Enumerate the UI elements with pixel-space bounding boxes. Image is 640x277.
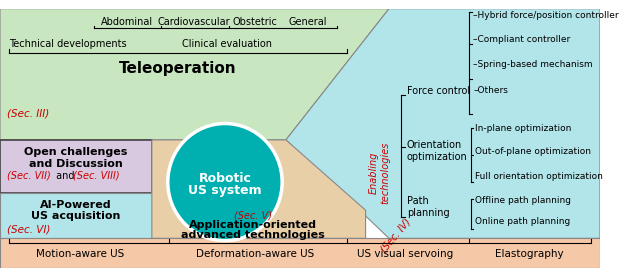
Polygon shape: [0, 9, 389, 140]
Ellipse shape: [168, 124, 282, 241]
Text: Technical developments: Technical developments: [10, 39, 127, 49]
Polygon shape: [152, 140, 365, 238]
Text: Out-of-plane optimization: Out-of-plane optimization: [476, 147, 591, 157]
Text: Abdominal: Abdominal: [100, 17, 152, 27]
Text: Offline path planning: Offline path planning: [476, 196, 572, 205]
Polygon shape: [286, 9, 600, 238]
Text: –Compliant controller: –Compliant controller: [474, 35, 571, 44]
Text: advanced technologies: advanced technologies: [181, 230, 325, 240]
Text: and: and: [53, 171, 78, 181]
Text: (Sec. VII): (Sec. VII): [8, 171, 51, 181]
Text: Motion-aware US: Motion-aware US: [36, 249, 124, 259]
Text: US visual servoing: US visual servoing: [357, 249, 453, 259]
Polygon shape: [0, 238, 600, 268]
Text: (Sec. VI): (Sec. VI): [8, 224, 51, 234]
Text: (Sec. V): (Sec. V): [234, 210, 272, 220]
Text: Path
planning: Path planning: [407, 196, 449, 218]
Text: (Sec. III): (Sec. III): [8, 108, 50, 118]
Text: In-plane optimization: In-plane optimization: [476, 124, 572, 133]
Text: Open challenges: Open challenges: [24, 147, 127, 157]
Text: US acquisition: US acquisition: [31, 211, 120, 221]
Text: Elastography: Elastography: [495, 249, 564, 259]
Text: Teleoperation: Teleoperation: [119, 61, 237, 76]
Text: –Spring-based mechanism: –Spring-based mechanism: [474, 60, 593, 69]
Text: Enabling
technologies: Enabling technologies: [369, 142, 390, 204]
Text: Obstetric: Obstetric: [232, 17, 277, 27]
Text: Cardiovascular: Cardiovascular: [157, 17, 230, 27]
Text: (Sec. IV): (Sec. IV): [379, 217, 413, 255]
Text: AI-Powered: AI-Powered: [40, 200, 112, 210]
Text: General: General: [288, 17, 326, 27]
Text: Orientation
optimization: Orientation optimization: [407, 140, 468, 161]
Polygon shape: [0, 193, 169, 238]
Text: –Hybrid force/position controller: –Hybrid force/position controller: [474, 11, 619, 20]
Text: Force control: Force control: [407, 86, 470, 96]
Text: Clinical evaluation: Clinical evaluation: [182, 39, 272, 49]
Text: Robotic: Robotic: [198, 172, 252, 185]
Polygon shape: [0, 140, 152, 193]
Text: and Discussion: and Discussion: [29, 159, 123, 169]
Text: Online path planning: Online path planning: [476, 217, 570, 226]
Text: Deformation-aware US: Deformation-aware US: [196, 249, 314, 259]
Text: (Sec. VIII): (Sec. VIII): [73, 171, 120, 181]
Text: –Others: –Others: [474, 86, 508, 96]
Text: US system: US system: [188, 184, 262, 197]
Text: Full orientation optimization: Full orientation optimization: [476, 172, 603, 181]
Text: Application-oriented: Application-oriented: [189, 220, 317, 230]
